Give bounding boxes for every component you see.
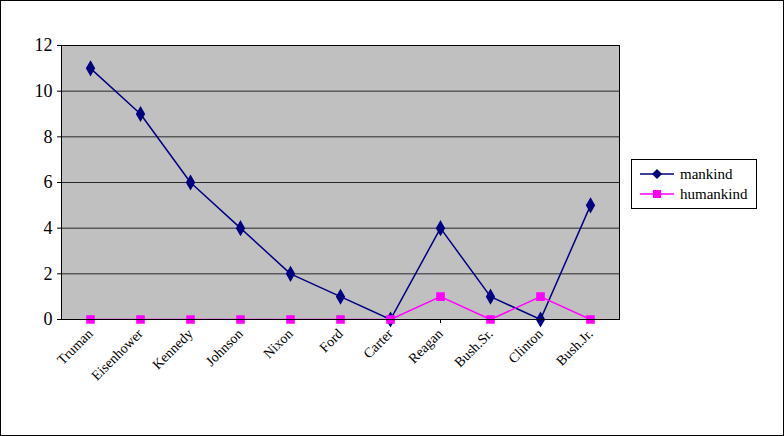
svg-text:12: 12	[35, 35, 53, 55]
html-text:mankind: mankind	[680, 165, 733, 182]
svg-text:Kennedy: Kennedy	[149, 326, 195, 372]
svg-text:Reagan: Reagan	[405, 326, 445, 366]
svg-text:8: 8	[44, 127, 53, 147]
svg-text:6: 6	[44, 172, 53, 192]
svg-text:Truman: Truman	[54, 326, 96, 368]
svg-text:Ford: Ford	[316, 326, 345, 355]
svg-text:Bush.Sr.: Bush.Sr.	[452, 326, 496, 370]
svg-text:0: 0	[44, 309, 53, 329]
html-text:humankind: humankind	[680, 185, 748, 202]
svg-text:Clinton: Clinton	[505, 326, 545, 366]
svg-text:Eisenhower: Eisenhower	[88, 326, 146, 384]
svg-text:2: 2	[44, 264, 53, 284]
svg-text:4: 4	[44, 218, 53, 238]
svg-text:Carter: Carter	[360, 326, 396, 362]
svg-text:Johnson: Johnson	[203, 326, 246, 369]
svg-text:10: 10	[35, 81, 53, 101]
svg-text:Bush.Jr.: Bush.Jr.	[553, 326, 596, 369]
svg-text:Nixon: Nixon	[260, 326, 295, 361]
